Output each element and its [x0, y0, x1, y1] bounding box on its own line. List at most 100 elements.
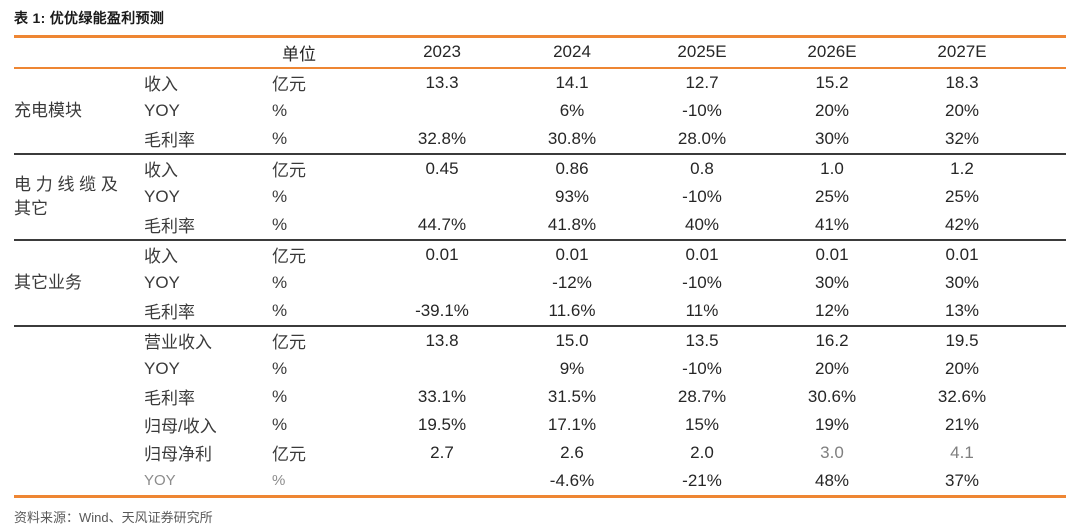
- value-cell: 19%: [814, 414, 850, 434]
- unit-cell: %: [272, 414, 288, 434]
- table-row: 毛利率% 33.1% 31.5% 28.7% 30.6% 32.6%: [14, 383, 1066, 411]
- table-row: 营业收入 亿元 13.8 15.0 13.5 16.2 19.5: [14, 324, 1066, 496]
- header-row: 单位 2023 2024 2025E 2026E 2027E: [14, 36, 1066, 69]
- table-row: YOY% 93% -10% 25% 25%: [14, 183, 1066, 211]
- value-cell: 2.0: [690, 442, 714, 462]
- group-label-cell: [14, 324, 144, 496]
- unit-cell: %: [272, 386, 288, 406]
- unit-cell: 亿元: [272, 75, 306, 94]
- value-cell: 13.5: [637, 324, 767, 355]
- value-cell: 0.45: [377, 152, 507, 183]
- value-cell: 6%: [559, 100, 585, 120]
- table-title: 表 1: 优优绿能盈利预测: [14, 10, 165, 26]
- value-cell: 0.01: [637, 238, 767, 269]
- value-cell: 20%: [944, 358, 980, 378]
- table-row: 归母净利 亿元 2.7 2.6 2.0 3.0 4.1: [14, 439, 1066, 467]
- value-cell: 30.8%: [547, 128, 597, 148]
- metric-cell: 毛利率: [144, 217, 195, 236]
- spacer-cell: [1027, 183, 1066, 211]
- spacer-cell: [1027, 211, 1066, 240]
- table-row: YOY% -12% -10% 30% 30%: [14, 269, 1066, 297]
- value-cell: 21%: [944, 414, 980, 434]
- unit-cell: %: [272, 128, 288, 148]
- value-cell: 32.8%: [417, 128, 467, 148]
- value-cell: 28.0%: [677, 128, 727, 148]
- metric-cell: 毛利率: [144, 303, 195, 322]
- unit-cell: 亿元: [272, 238, 377, 269]
- table-row: 其它业务 收入 亿元 0.01 0.01 0.01 0.01 0.01: [14, 238, 1066, 326]
- metric-cell: YOY: [144, 272, 180, 292]
- col-header-2025E: 2025E: [637, 36, 767, 69]
- spacer-cell: [1027, 125, 1066, 154]
- spacer-cell: [1027, 439, 1066, 467]
- value-cell: 30%: [814, 128, 850, 148]
- value-cell: 12.7: [685, 72, 719, 92]
- spacer-cell: [1027, 269, 1066, 297]
- value-cell: 25%: [944, 186, 980, 206]
- table-row: YOY% 6% -10% 20% 20%: [14, 97, 1066, 125]
- value-cell: [377, 183, 507, 211]
- value-cell: 3.0: [820, 442, 844, 462]
- profit-forecast-table: 单位 2023 2024 2025E 2026E 2027E 充电模块 收入 亿元 13.3 14…: [14, 35, 1066, 498]
- group-label-cell: 电 力 线 缆 及 其它: [14, 152, 144, 240]
- unit-cell: 亿元: [272, 445, 306, 464]
- col-header-单位: 单位: [272, 36, 377, 69]
- value-cell: 0.01: [897, 238, 1027, 269]
- metric-cell: 收入: [144, 238, 272, 269]
- value-cell: [377, 467, 507, 497]
- table-header: 单位 2023 2024 2025E 2026E 2027E: [14, 36, 1066, 69]
- value-cell: 44.7%: [417, 214, 467, 234]
- value-cell: 33.1%: [417, 386, 467, 406]
- value-cell: -39.1%: [415, 300, 469, 320]
- value-cell: 11%: [685, 300, 719, 320]
- metric-cell: YOY: [144, 472, 176, 489]
- value-cell: 12%: [814, 300, 850, 320]
- col-header-2026E: 2026E: [767, 36, 897, 69]
- table-row: 充电模块 收入 亿元 13.3 14.1 12.7 15.2 18.3: [14, 68, 1066, 120]
- value-cell: 30%: [814, 272, 850, 292]
- value-cell: -10%: [682, 358, 722, 378]
- value-cell: 13%: [944, 300, 980, 320]
- unit-cell: %: [272, 300, 288, 320]
- value-cell: 32%: [944, 128, 980, 148]
- table-row: 归母/收入% 19.5% 17.1% 15% 19% 21%: [14, 411, 1066, 439]
- spacer-cell: [1027, 238, 1066, 269]
- metric-cell: 营业收入: [144, 324, 272, 355]
- spacer-cell: [1027, 411, 1066, 439]
- value-cell: 15.0: [507, 324, 637, 355]
- metric-cell: YOY: [144, 358, 180, 378]
- value-cell: -21%: [682, 470, 722, 490]
- value-cell: 20%: [814, 358, 850, 378]
- value-cell: 13.8: [377, 324, 507, 355]
- value-cell: -4.6%: [549, 470, 595, 490]
- metric-cell: YOY: [144, 100, 180, 120]
- spacer-cell: [1027, 297, 1066, 326]
- group-label-cell: 充电模块: [14, 100, 82, 120]
- value-cell: 20%: [814, 100, 850, 120]
- table-body: 充电模块 收入 亿元 13.3 14.1 12.7 15.2 18.3 YOY% 6% -10% 20…: [14, 68, 1066, 497]
- unit-cell: 亿元: [272, 324, 377, 355]
- value-cell: 14.1: [555, 72, 589, 92]
- value-cell: 0.01: [507, 238, 637, 269]
- col-header-2023: 2023: [377, 36, 507, 69]
- value-cell: 4.1: [950, 442, 974, 462]
- col-header-empty: [144, 36, 272, 69]
- spacer-cell: [1027, 383, 1066, 411]
- value-cell: [377, 269, 507, 297]
- value-cell: -10%: [682, 186, 722, 206]
- metric-cell: 收入: [144, 75, 178, 94]
- col-header-2024: 2024: [507, 36, 637, 69]
- value-cell: 32.6%: [937, 386, 987, 406]
- value-cell: 31.5%: [547, 386, 597, 406]
- unit-cell: %: [272, 272, 288, 292]
- value-cell: [377, 355, 507, 383]
- value-cell: 15.2: [815, 72, 849, 92]
- value-cell: -12%: [552, 272, 592, 292]
- value-cell: 0.01: [767, 238, 897, 269]
- value-cell: 16.2: [767, 324, 897, 355]
- value-cell: 19.5: [897, 324, 1027, 355]
- table-row: 毛利率% -39.1% 11.6% 11% 12% 13%: [14, 297, 1066, 326]
- value-cell: 40%: [684, 214, 720, 234]
- value-cell: 13.3: [425, 72, 459, 92]
- value-cell: 48%: [814, 470, 850, 490]
